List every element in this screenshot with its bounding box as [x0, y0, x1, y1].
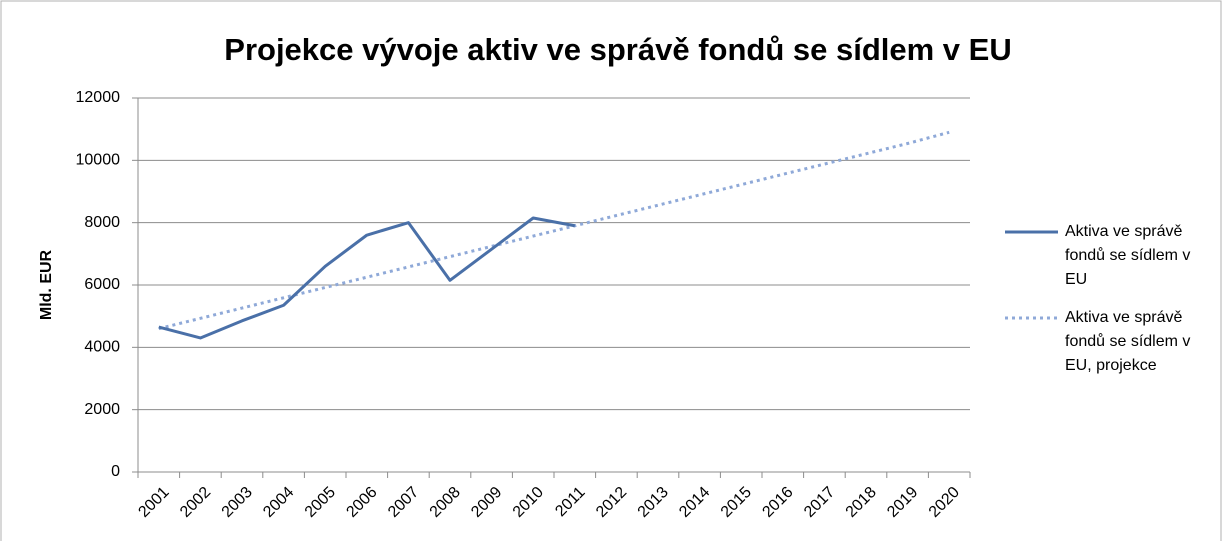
series-line [158, 130, 950, 331]
y-tick-label: 2000 [84, 401, 120, 418]
chart-title: Projekce vývoje aktiv ve správě fondů se… [224, 32, 1011, 67]
y-tick-label: 6000 [84, 276, 120, 293]
y-axis-label: Mld. EUR [38, 249, 55, 320]
legend-label: Aktiva ve správě fondů se sídlem v EU, p… [1065, 309, 1191, 374]
y-tick-label: 12000 [76, 89, 121, 106]
y-tick-label: 10000 [76, 152, 121, 169]
series-line [158, 216, 576, 340]
legend-label: Aktiva ve správě fondů se sídlem v EU [1065, 223, 1191, 288]
y-tick-label: 8000 [84, 214, 120, 231]
y-tick-label: 0 [111, 463, 120, 480]
y-tick-label: 4000 [84, 339, 120, 356]
